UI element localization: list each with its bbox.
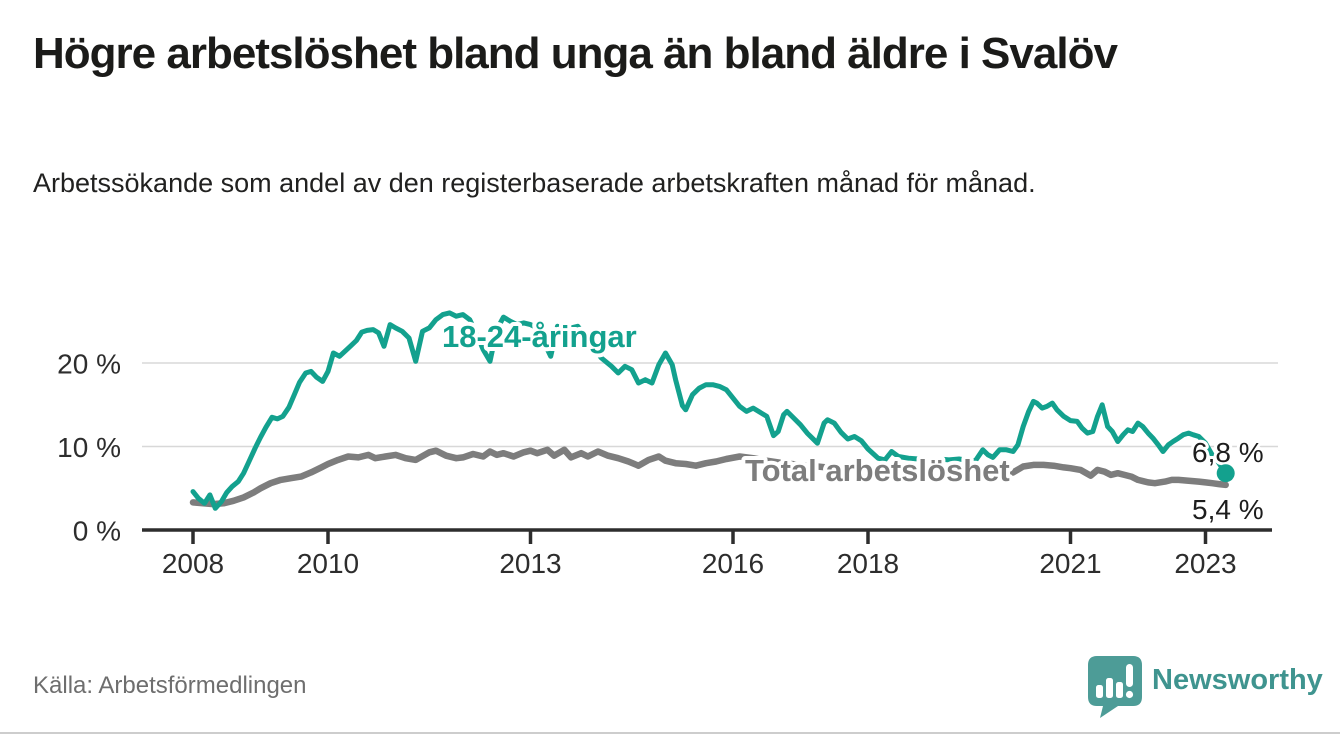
total-series-line [189, 446, 1229, 508]
series-inline-label: Total arbetslöshet [745, 453, 1010, 488]
x-tick-label: 2016 [702, 548, 764, 579]
y-tick-label: 0 % [73, 516, 121, 547]
series-end-value: 5,4 % [1192, 494, 1264, 525]
x-tick-label: 2018 [837, 548, 899, 579]
series-inline-label: 18-24-åringar [442, 319, 637, 354]
y-tick-label: 20 % [57, 349, 121, 380]
x-tick-label: 2021 [1039, 548, 1101, 579]
bottom-divider [0, 732, 1340, 734]
x-tick-label: 2010 [297, 548, 359, 579]
series-end-dot [1216, 464, 1235, 483]
x-tick-label: 2023 [1174, 548, 1236, 579]
chart-subtitle: Arbetssökande som andel av den registerb… [33, 168, 1036, 198]
series-end-value: 6,8 % [1192, 437, 1264, 468]
source-note: Källa: Arbetsförmedlingen [33, 672, 307, 699]
x-tick-label: 2008 [162, 548, 224, 579]
newsworthy-logo: Newsworthy [1088, 656, 1323, 723]
bar-chart-speech-bubble-icon [1088, 656, 1142, 723]
line-chart: 18-24-åringar Total arbetslöshet 6,8 % 5,4 … [57, 310, 1278, 579]
y-tick-label: 10 % [57, 432, 121, 463]
logo-text: Newsworthy [1152, 664, 1323, 696]
page-title: Högre arbetslöshet bland unga än bland ä… [33, 29, 1118, 78]
x-tick-label: 2013 [499, 548, 561, 579]
youth-series-line [190, 310, 1229, 511]
